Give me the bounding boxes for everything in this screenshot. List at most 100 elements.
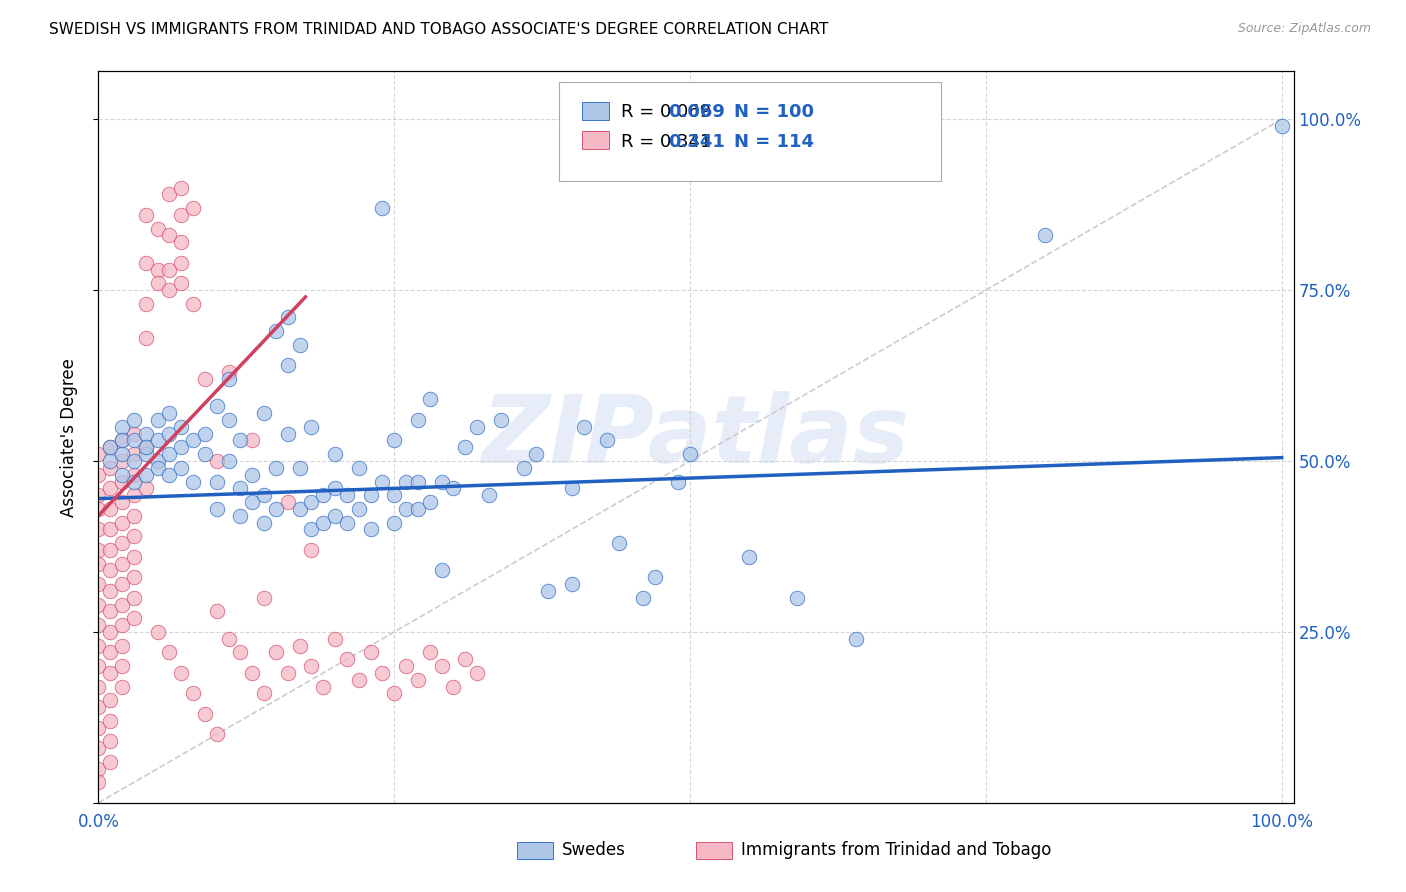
FancyBboxPatch shape [558,82,941,181]
Point [406,673,429,687]
Point [607,536,630,550]
Point [454,652,477,666]
Point [205,400,228,414]
Point [98,522,121,536]
Point [111,454,134,468]
Point [513,460,536,475]
Point [87,659,110,673]
Point [98,734,121,748]
Point [170,256,193,270]
Point [229,645,252,659]
Point [87,447,110,461]
Point [87,501,110,516]
Point [157,187,180,202]
Point [122,529,145,543]
Point [253,516,276,530]
Point [98,501,121,516]
Point [596,434,619,448]
Point [194,372,217,386]
Point [382,434,405,448]
Point [170,208,193,222]
Point [336,516,359,530]
Point [205,604,228,618]
Point [98,714,121,728]
Point [323,481,346,495]
Point [87,618,110,632]
Point [111,659,134,673]
Point [395,659,418,673]
Point [205,475,228,489]
Point [299,542,322,557]
Point [288,501,311,516]
Point [146,277,169,291]
Point [277,310,299,325]
Point [218,413,240,427]
Point [170,440,193,454]
Point [146,434,169,448]
Point [323,447,346,461]
Point [87,557,110,571]
Point [299,420,322,434]
Point [288,639,311,653]
Point [277,426,299,441]
Point [264,324,287,338]
Point [288,338,311,352]
Point [205,501,228,516]
Point [122,426,145,441]
Text: Swedes: Swedes [562,840,626,859]
Point [122,488,145,502]
Point [111,577,134,591]
Point [371,665,394,680]
Point [111,639,134,653]
Point [122,447,145,461]
Point [786,591,808,605]
Point [111,447,134,461]
Point [170,460,193,475]
Point [146,413,169,427]
Text: Immigrants from Trinidad and Tobago: Immigrants from Trinidad and Tobago [741,840,1052,859]
Point [87,488,110,502]
Point [111,598,134,612]
Point [194,706,217,721]
Point [277,665,299,680]
Point [98,693,121,707]
Point [240,434,263,448]
Point [157,228,180,243]
Point [98,604,121,618]
Point [122,454,145,468]
Point [87,700,110,714]
Point [181,434,204,448]
Point [87,542,110,557]
Point [170,235,193,250]
Point [430,659,453,673]
Point [441,680,464,694]
Point [135,208,157,222]
Point [146,262,169,277]
Point [406,501,429,516]
Point [170,180,193,194]
Point [98,440,121,454]
Point [336,652,359,666]
Point [323,632,346,646]
Point [360,522,382,536]
Point [87,680,110,694]
Point [181,201,204,215]
Point [181,297,204,311]
Text: R = 0.341: R = 0.341 [620,133,711,151]
Point [157,426,180,441]
Point [406,413,429,427]
Point [218,372,240,386]
Point [253,591,276,605]
Point [537,583,560,598]
Point [181,475,204,489]
Point [98,665,121,680]
Point [489,413,512,427]
Point [98,542,121,557]
Point [98,624,121,639]
Point [561,577,583,591]
Point [299,659,322,673]
Point [218,454,240,468]
Bar [582,102,609,120]
Point [465,665,488,680]
Point [253,686,276,700]
